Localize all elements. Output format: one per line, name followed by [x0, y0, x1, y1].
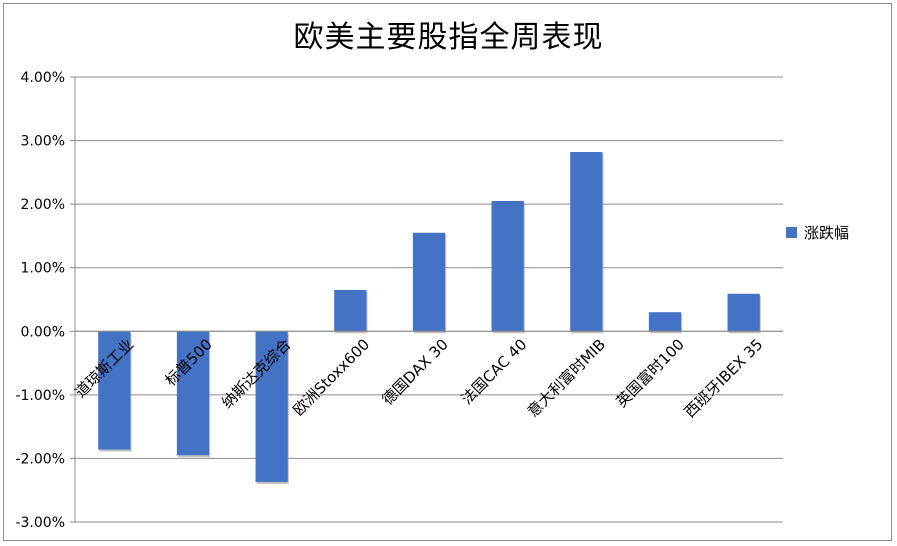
y-tick-label: 4.00%: [21, 70, 65, 86]
chart-area-border: [3, 3, 892, 541]
y-tick-label: 0.00%: [21, 324, 65, 340]
y-tick-label: -1.00%: [15, 388, 65, 404]
bar: [648, 312, 682, 332]
bar: [98, 331, 131, 450]
legend-label: 涨跌幅: [804, 224, 850, 242]
y-tick-label: -2.00%: [15, 451, 65, 467]
bar: [727, 293, 760, 332]
bar: [570, 152, 603, 332]
x-tick-label: 意大利富时MIB: [524, 335, 609, 420]
bar: [255, 331, 288, 482]
y-tick-label: 3.00%: [21, 134, 65, 150]
x-tick-label: 西班牙IBEX 35: [681, 335, 767, 421]
bar: [176, 331, 210, 456]
x-tick-label: 法国CAC 40: [458, 335, 531, 408]
y-tick-label: 1.00%: [21, 261, 65, 277]
bar: [412, 232, 446, 332]
x-tick-label: 欧洲Stoxx600: [289, 335, 373, 419]
x-tick-label: 德国DAX 30: [379, 335, 452, 408]
x-tick-label: 英国富时100: [612, 335, 687, 410]
y-tick-label: -3.00%: [15, 515, 65, 531]
bar: [334, 289, 367, 332]
bar: [491, 200, 524, 332]
legend-swatch: [786, 227, 797, 238]
legend: 涨跌幅: [786, 222, 849, 243]
chart-title: 欧美主要股指全周表现: [293, 20, 604, 55]
y-tick-label: 2.00%: [21, 197, 65, 213]
